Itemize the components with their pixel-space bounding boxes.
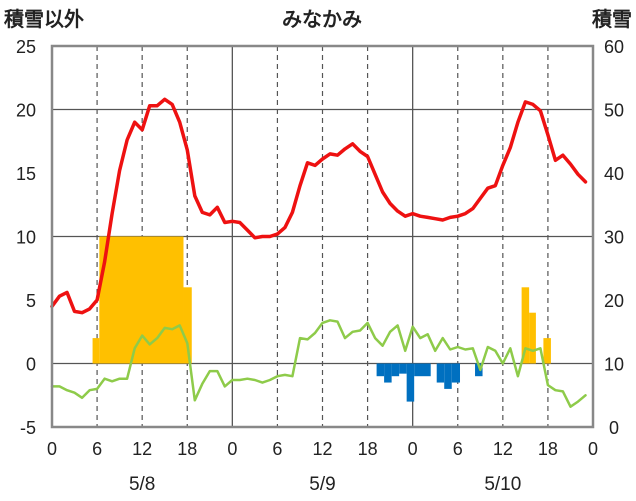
x-tick-label: 0 <box>227 439 237 459</box>
left-tick-label: 0 <box>26 355 36 375</box>
x-tick-label: 12 <box>493 439 513 459</box>
x-tick-label: 0 <box>408 439 418 459</box>
date-label: 5/8 <box>129 474 155 495</box>
right-tick-label: 30 <box>604 228 624 248</box>
orange-bar <box>521 287 530 364</box>
red-series-line <box>50 97 588 315</box>
blue-bar <box>444 363 452 389</box>
right-tick-label: 10 <box>604 355 624 375</box>
left-axis-ticks: -5 0 5 10 15 20 25 <box>16 37 36 438</box>
x-axis-ticks: 0 6 12 18 0 6 12 18 0 6 12 18 0 <box>47 439 598 459</box>
orange-bar <box>92 338 100 364</box>
date-label: 5/10 <box>484 474 521 495</box>
blue-bar <box>414 363 431 377</box>
left-tick-label: 10 <box>16 228 36 248</box>
right-tick-label: 60 <box>604 37 624 57</box>
x-tick-label: 12 <box>132 439 152 459</box>
orange-bar <box>183 287 192 364</box>
bars <box>92 236 551 402</box>
blue-bar <box>391 363 400 377</box>
x-tick-label: 18 <box>538 439 558 459</box>
blue-bar <box>399 363 407 374</box>
left-axis-label: 積雪以外 <box>4 7 84 31</box>
left-tick-label: 15 <box>16 164 36 184</box>
lines <box>50 97 588 408</box>
x-tick-label: 18 <box>358 439 378 459</box>
x-tick-label: 6 <box>453 439 463 459</box>
plot-frame <box>50 44 595 429</box>
blue-bar <box>451 363 461 383</box>
x-tick-label: 0 <box>588 439 598 459</box>
right-tick-label: 40 <box>604 164 624 184</box>
chart-title: みなかみ <box>282 7 362 31</box>
right-axis-label: 積雪 <box>592 7 632 31</box>
x-tick-label: 6 <box>272 439 282 459</box>
date-labels: 5/8 5/9 5/10 <box>129 474 521 495</box>
left-tick-label: 20 <box>16 101 36 121</box>
orange-bar <box>543 338 551 364</box>
left-tick-label: 5 <box>26 291 36 311</box>
right-tick-label: 20 <box>604 291 624 311</box>
blue-bar <box>384 363 392 383</box>
date-label: 5/9 <box>309 474 335 495</box>
x-tick-label: 18 <box>177 439 197 459</box>
left-tick-label: 25 <box>16 37 36 57</box>
blue-bar <box>406 363 415 402</box>
right-axis-ticks: 0 10 20 30 40 50 60 <box>604 37 624 438</box>
x-tick-label: 6 <box>92 439 102 459</box>
blue-bar <box>436 363 445 383</box>
left-tick-label: -5 <box>20 418 36 438</box>
x-tick-label: 12 <box>312 439 332 459</box>
green-series-line <box>50 319 587 408</box>
right-tick-label: 50 <box>604 101 624 121</box>
right-tick-label: 0 <box>609 418 619 438</box>
orange-bar <box>529 312 536 364</box>
blue-bar <box>475 363 483 377</box>
x-tick-label: 0 <box>47 439 57 459</box>
orange-bar <box>99 236 184 364</box>
blue-bar <box>376 363 385 377</box>
